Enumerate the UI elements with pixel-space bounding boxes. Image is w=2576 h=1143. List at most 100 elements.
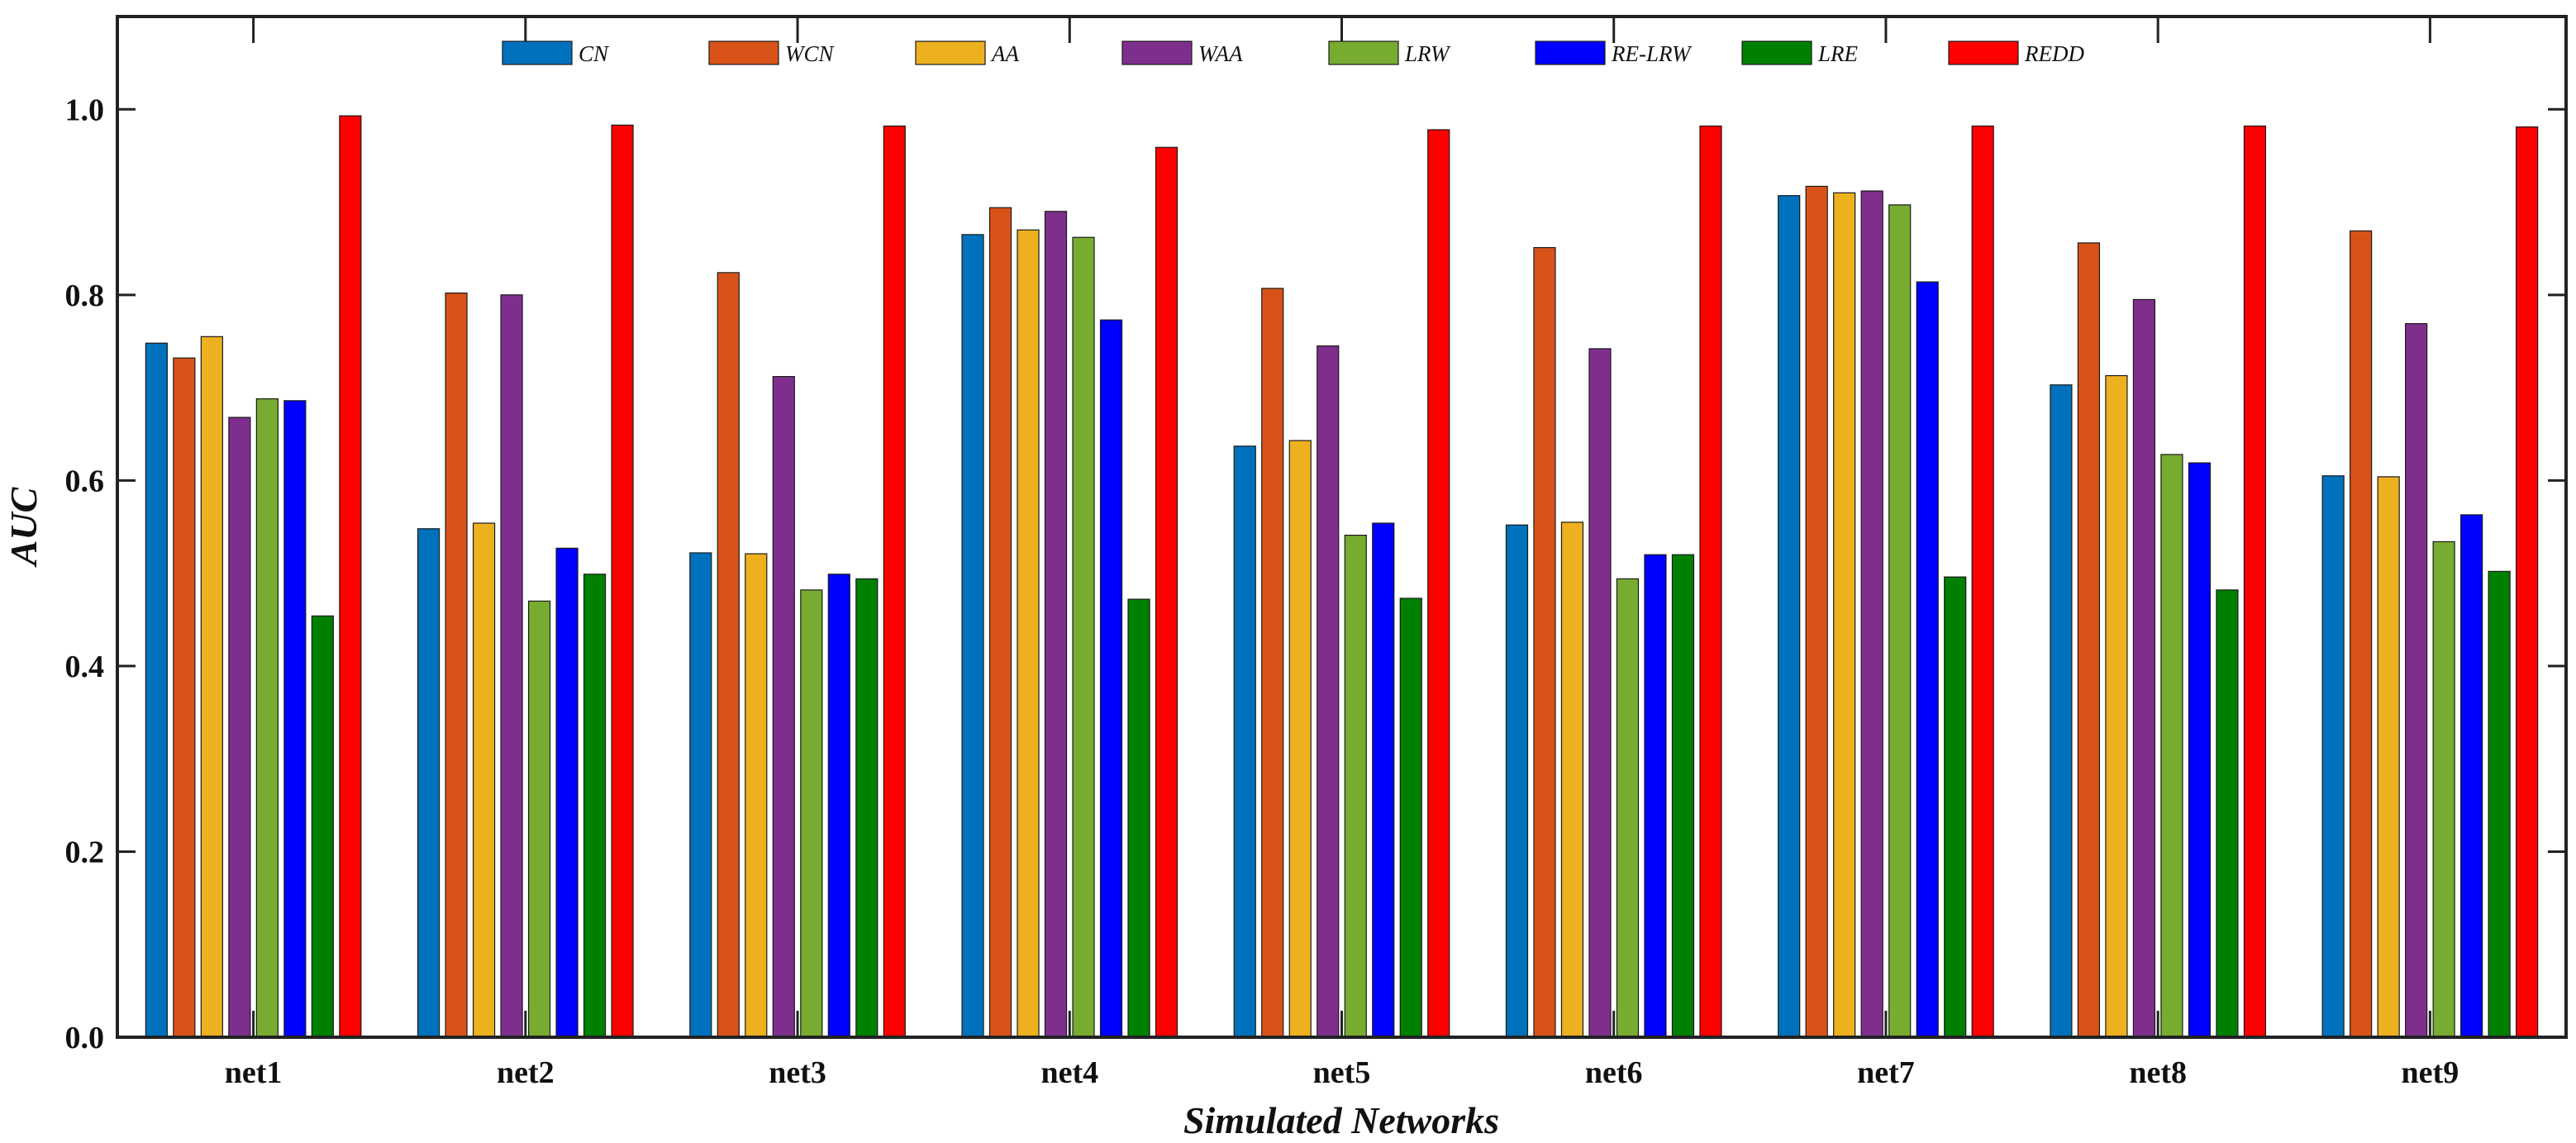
bar-net4-waa — [1044, 211, 1068, 1038]
bar-net4-lre — [1127, 598, 1150, 1038]
bar-net9-wcn — [2350, 230, 2373, 1038]
x-tick-label-net6: net6 — [1585, 1055, 1643, 1090]
bar-net9-redd — [2516, 126, 2539, 1038]
legend-label-lrw: LRW — [1404, 41, 1451, 66]
bar-net8-lrw — [2160, 454, 2183, 1038]
bar-net3-waa — [772, 376, 795, 1038]
legend-label-re-lrw: RE-LRW — [1611, 41, 1693, 66]
y-tick-label: 0.4 — [65, 650, 105, 684]
bar-net2-lrw — [527, 600, 551, 1038]
bar-net8-waa — [2132, 298, 2156, 1038]
bar-net8-wcn — [2077, 242, 2101, 1038]
x-tick-label-net3: net3 — [769, 1055, 826, 1090]
bar-net4-aa — [1017, 229, 1040, 1038]
bar-net7-wcn — [1805, 185, 1828, 1038]
bar-net9-lre — [2488, 570, 2511, 1038]
bar-net3-re-lrw — [827, 574, 850, 1038]
bar-net7-lre — [1944, 576, 1967, 1038]
x-axis-title: Simulated Networks — [1183, 1099, 1499, 1141]
legend-swatch-lrw — [1328, 40, 1399, 65]
bar-net8-re-lrw — [2188, 462, 2212, 1038]
bar-net2-cn — [417, 528, 440, 1038]
bar-net4-cn — [961, 234, 984, 1038]
bar-net2-aa — [472, 522, 496, 1038]
bar-net3-aa — [745, 553, 768, 1038]
bar-net2-redd — [611, 124, 634, 1038]
bar-net6-wcn — [1533, 246, 1556, 1038]
legend-swatch-re-lrw — [1535, 40, 1606, 65]
bar-net5-re-lrw — [1372, 522, 1395, 1038]
bar-net9-cn — [2321, 475, 2345, 1038]
bar-net2-lre — [583, 574, 607, 1038]
bar-net8-aa — [2105, 374, 2128, 1038]
bar-net4-re-lrw — [1099, 319, 1123, 1038]
bar-net3-lre — [855, 578, 879, 1038]
bar-net3-lrw — [800, 589, 823, 1038]
bar-net9-aa — [2377, 476, 2400, 1038]
bar-net3-cn — [689, 552, 712, 1038]
bar-net8-cn — [2050, 384, 2073, 1038]
bar-net1-wcn — [173, 357, 196, 1038]
bar-net1-waa — [228, 417, 251, 1038]
legend-swatch-aa — [915, 40, 986, 65]
x-tick-label-net5: net5 — [1313, 1055, 1371, 1090]
y-tick-label: 0.6 — [65, 464, 105, 498]
bar-net9-waa — [2405, 323, 2428, 1038]
bars — [145, 115, 2539, 1038]
x-tick-label-net7: net7 — [1857, 1055, 1915, 1090]
bar-net1-cn — [145, 342, 168, 1038]
bar-net6-aa — [1560, 521, 1584, 1038]
bar-net1-aa — [200, 336, 223, 1038]
bar-net1-redd — [339, 115, 362, 1038]
bar-net8-lre — [2216, 589, 2239, 1038]
bar-net7-waa — [1860, 190, 1883, 1038]
bar-net5-wcn — [1261, 288, 1284, 1038]
legend-label-waa: WAA — [1198, 41, 1243, 66]
legend-label-wcn: WCN — [785, 41, 836, 66]
legend: CN WCN AA WAA LRW RE-LRW LRE REDD — [502, 40, 2084, 66]
bar-net9-lrw — [2432, 541, 2455, 1038]
x-tick-label-net1: net1 — [225, 1055, 283, 1090]
x-tick-label-net9: net9 — [2402, 1055, 2459, 1090]
bar-net9-re-lrw — [2460, 514, 2483, 1038]
bar-net7-lrw — [1888, 204, 1912, 1038]
bar-net5-waa — [1317, 345, 1340, 1038]
axis-ticks: 0.0 0.2 0.4 0.6 0.8 1.0 net1 net2 net3 net4 net5 ne… — [65, 17, 2566, 1090]
bar-net5-redd — [1427, 129, 1450, 1038]
y-axis-title: AUC — [2, 486, 45, 568]
bar-net6-re-lrw — [1644, 554, 1667, 1038]
bar-net3-redd — [883, 125, 906, 1038]
legend-swatch-cn — [502, 40, 573, 65]
x-tick-label-net8: net8 — [2129, 1055, 2187, 1090]
bar-net1-lrw — [255, 398, 279, 1038]
bar-net1-re-lrw — [283, 400, 307, 1038]
bar-net4-wcn — [988, 207, 1012, 1038]
y-tick-label: 0.0 — [65, 1021, 105, 1055]
bar-net7-re-lrw — [1916, 281, 1939, 1038]
bar-net4-lrw — [1072, 236, 1095, 1038]
y-tick-label: 1.0 — [65, 93, 105, 127]
legend-label-lre: LRE — [1817, 41, 1859, 66]
legend-label-aa: AA — [990, 41, 1019, 66]
bar-net2-waa — [500, 294, 523, 1038]
bar-net6-lrw — [1616, 578, 1640, 1038]
bar-net7-cn — [1778, 195, 1801, 1038]
bar-net6-redd — [1699, 125, 1722, 1038]
bar-net3-wcn — [717, 272, 740, 1038]
bar-net1-lre — [311, 615, 334, 1038]
bar-net2-re-lrw — [555, 547, 579, 1038]
bar-net8-redd — [2243, 125, 2267, 1038]
y-tick-label: 0.8 — [65, 279, 105, 313]
legend-swatch-waa — [1121, 40, 1193, 65]
legend-label-cn: CN — [579, 41, 610, 66]
y-tick-label: 0.2 — [65, 835, 105, 869]
bar-net5-aa — [1288, 440, 1312, 1038]
legend-label-redd: REDD — [2024, 41, 2084, 66]
legend-swatch-redd — [1948, 40, 2019, 65]
bar-net5-lre — [1399, 598, 1422, 1038]
bar-net5-lrw — [1344, 534, 1367, 1038]
legend-swatch-wcn — [708, 40, 779, 65]
plot-frame — [116, 15, 2568, 1039]
x-tick-label-net4: net4 — [1040, 1055, 1098, 1090]
